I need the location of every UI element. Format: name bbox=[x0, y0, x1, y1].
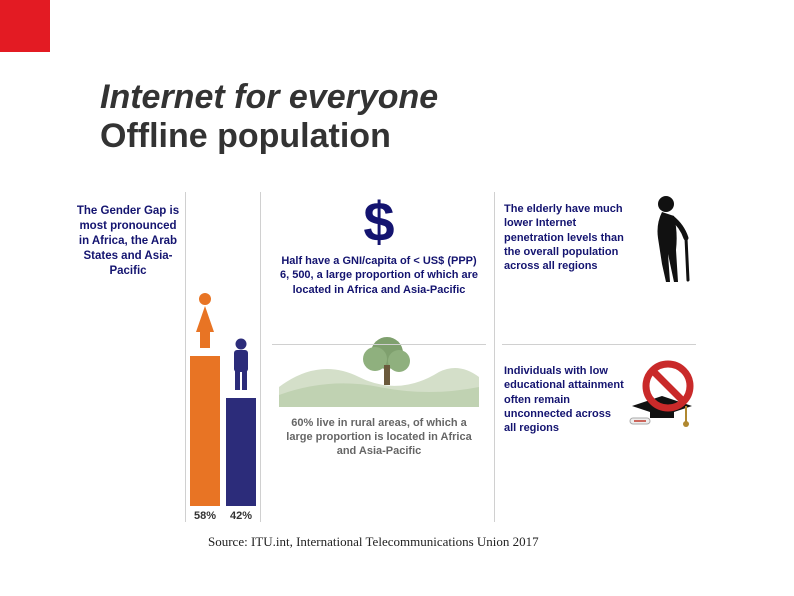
male-icon bbox=[228, 338, 254, 392]
graduation-prohibited-icon bbox=[624, 360, 700, 432]
divider bbox=[260, 192, 261, 522]
male-bar bbox=[226, 398, 256, 506]
female-icon bbox=[190, 292, 220, 350]
male-pct: 42% bbox=[226, 510, 256, 522]
title-block: Internet for everyone Offline population bbox=[100, 78, 438, 156]
divider bbox=[502, 344, 696, 345]
col-elderly-education: The elderly have much lower Internet pen… bbox=[498, 192, 700, 522]
elderly-text: The elderly have much lower Internet pen… bbox=[504, 202, 624, 273]
divider bbox=[272, 344, 486, 345]
female-pct: 58% bbox=[190, 510, 220, 522]
elderly-person-icon bbox=[638, 194, 698, 284]
col-gender-text: The Gender Gap is most pronounced in Afr… bbox=[72, 192, 184, 522]
gni-text: Half have a GNI/capita of < US$ (PPP) 6,… bbox=[264, 254, 494, 297]
title-line1: Internet for everyone bbox=[100, 78, 438, 117]
dollar-icon: $ bbox=[264, 194, 494, 250]
divider bbox=[494, 192, 495, 522]
col-income-rural: $ Half have a GNI/capita of < US$ (PPP) … bbox=[264, 192, 494, 522]
infographic-panel: The Gender Gap is most pronounced in Afr… bbox=[72, 192, 700, 522]
rural-text: 60% live in rural areas, of which a larg… bbox=[264, 416, 494, 459]
education-text: Individuals with low educational attainm… bbox=[504, 364, 624, 435]
gender-gap-text: The Gender Gap is most pronounced in Afr… bbox=[72, 192, 184, 279]
col-gender-chart: 58% 42% bbox=[186, 192, 260, 522]
female-bar bbox=[190, 356, 220, 506]
title-line2: Offline population bbox=[100, 117, 438, 156]
accent-bar bbox=[0, 0, 50, 52]
source-text: Source: ITU.int, International Telecommu… bbox=[208, 534, 539, 550]
rural-illustration-icon bbox=[279, 317, 479, 407]
